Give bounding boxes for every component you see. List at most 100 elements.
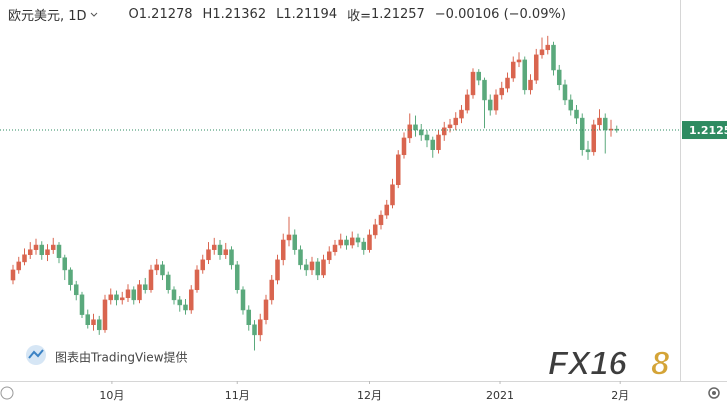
- open-value: 1.21278: [138, 7, 193, 22]
- candle-body: [211, 244, 217, 250]
- x-tick-label: 10月: [99, 389, 124, 402]
- watermark-icon-line: [28, 349, 44, 359]
- candle-body: [441, 127, 447, 136]
- settings-button[interactable]: [708, 387, 720, 399]
- candle-body: [545, 44, 551, 51]
- candle-body: [177, 299, 183, 306]
- candle-body: [275, 259, 280, 281]
- candle-body: [309, 261, 315, 271]
- candle-body: [206, 249, 211, 261]
- candle-body: [229, 249, 234, 266]
- candle-body: [522, 59, 528, 91]
- legend-header: 欧元美元, 1D O 1.21278 H 1.21362 L 1.21194 收= 1.…: [8, 5, 566, 24]
- candle-body: [401, 137, 407, 156]
- candle-body: [263, 299, 269, 320]
- candle-body: [539, 49, 545, 56]
- high-label: H: [202, 7, 213, 22]
- candle-body: [447, 124, 453, 129]
- candle-body: [217, 244, 223, 255]
- last-price-label: 1.21257: [689, 124, 727, 137]
- reset-button[interactable]: [0, 386, 14, 400]
- candle-body: [148, 269, 154, 290]
- candle-body: [424, 134, 430, 141]
- candle-body: [602, 117, 608, 131]
- candle-body: [510, 61, 516, 79]
- candle-body: [10, 269, 16, 281]
- candle-body: [493, 94, 499, 111]
- low-value: 1.21194: [283, 7, 338, 22]
- candle-body: [384, 204, 390, 216]
- candle-body: [430, 139, 436, 150]
- candle-body: [378, 214, 384, 226]
- candle-body: [413, 124, 418, 131]
- candle-body: [234, 264, 240, 290]
- candle-body: [165, 274, 171, 290]
- interval-chevron[interactable]: [87, 9, 101, 21]
- reset-icon[interactable]: [0, 386, 14, 400]
- candle-body: [372, 224, 378, 236]
- candle-body: [62, 257, 68, 271]
- candle-body: [223, 249, 229, 255]
- candle-body: [79, 294, 85, 315]
- low-label: L: [276, 7, 284, 22]
- candle-body: [257, 319, 263, 336]
- candle-body: [73, 284, 79, 296]
- candle-body: [269, 279, 275, 301]
- candle-body: [349, 237, 355, 246]
- candle-body: [154, 264, 160, 271]
- candle-body: [338, 239, 344, 246]
- candle-body: [562, 84, 568, 101]
- candle-body: [183, 304, 188, 311]
- candle-body: [22, 254, 27, 263]
- candle-body: [286, 234, 292, 241]
- candle-body: [16, 261, 22, 271]
- candle-body: [482, 79, 487, 101]
- candle-body: [585, 149, 591, 153]
- candle-body: [119, 297, 125, 301]
- candle-body: [321, 259, 326, 276]
- logo: FX16 8: [548, 344, 671, 382]
- candle-body: [361, 241, 367, 250]
- x-tick-label: 2月: [611, 389, 629, 402]
- candle-body: [160, 264, 165, 276]
- candle-body: [56, 244, 62, 258]
- settings-icon[interactable]: [708, 387, 720, 399]
- x-tick-label: 11月: [225, 389, 250, 402]
- candle-body: [280, 239, 286, 261]
- candle-body: [418, 129, 424, 136]
- candle-body: [102, 299, 108, 331]
- settings-icon-center[interactable]: [712, 391, 716, 395]
- logo-main: FX16: [548, 345, 628, 382]
- open-label: O: [128, 7, 139, 22]
- candle-body: [470, 71, 476, 96]
- last-price-box: [682, 121, 727, 140]
- candle-body: [533, 54, 539, 81]
- candle-body: [50, 244, 56, 250]
- candle-body: [551, 44, 556, 71]
- x-tick-label: 12月: [357, 389, 382, 402]
- symbol[interactable]: 欧元美元, 1D: [8, 9, 87, 24]
- logo-tail: 8: [651, 345, 670, 382]
- candle-body: [252, 324, 257, 336]
- candle-body: [39, 244, 45, 255]
- candle-body: [125, 289, 131, 299]
- candle-body: [579, 117, 585, 150]
- candle-body: [27, 249, 33, 255]
- candle-body: [326, 251, 332, 261]
- watermark-text: 图表由TradingView提供: [55, 350, 188, 365]
- candle-body: [505, 77, 510, 89]
- candle-body: [142, 284, 148, 290]
- candle-body: [68, 269, 73, 285]
- candle-body: [395, 154, 401, 185]
- change: −0.00106 (−0.09%): [434, 7, 566, 22]
- candle-body: [85, 314, 91, 326]
- candle-body: [96, 319, 102, 331]
- candle-body: [108, 294, 114, 301]
- x-tick-label: 2021: [486, 389, 514, 402]
- high-value: 1.21362: [212, 7, 267, 22]
- candle-body: [459, 109, 464, 119]
- candle-body: [597, 117, 602, 126]
- candles: [10, 35, 620, 351]
- candle-body: [91, 319, 96, 326]
